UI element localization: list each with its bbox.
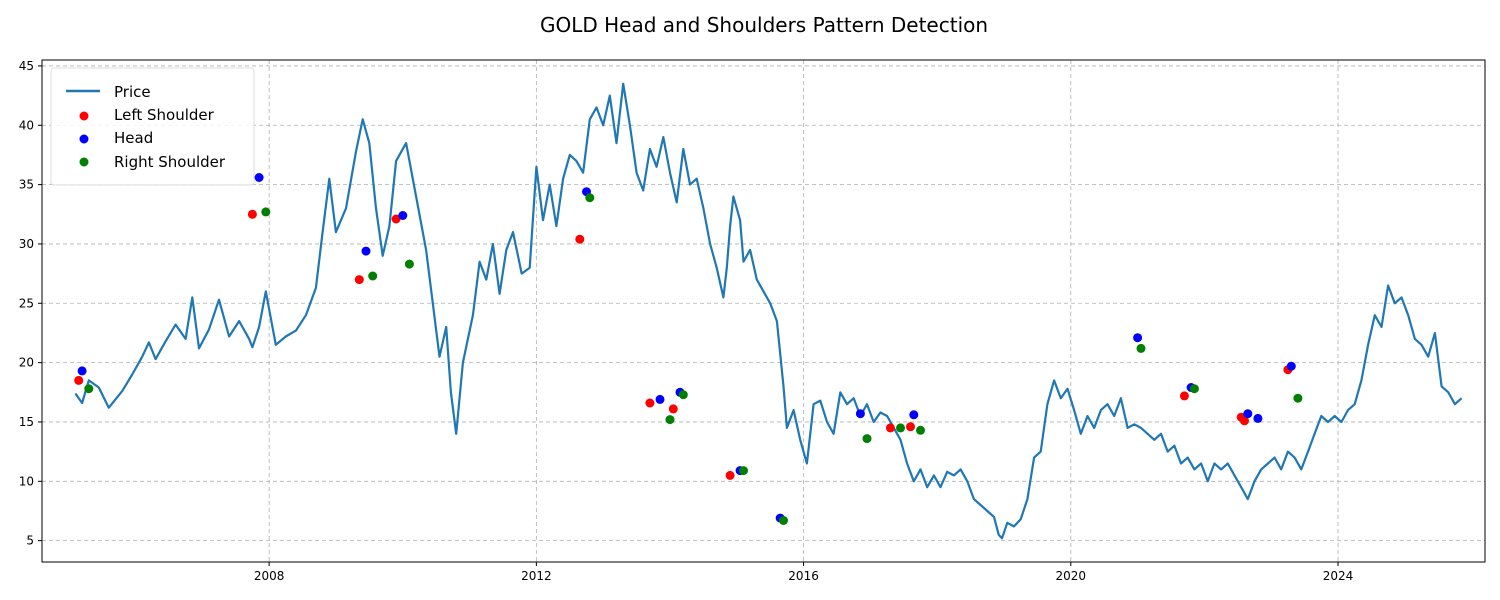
- legend-label-price: Price: [114, 83, 151, 101]
- left-shoulder-point: [885, 423, 895, 433]
- left-shoulder-point: [645, 398, 655, 408]
- legend-marker-head: [79, 134, 89, 144]
- left-shoulder-point: [1179, 391, 1189, 401]
- right-shoulder-point: [896, 423, 905, 433]
- plot-area-frame: [41, 59, 1486, 563]
- right-shoulder-point: [862, 434, 872, 444]
- x-tick-label: 2020: [1056, 569, 1087, 583]
- left-shoulder-point: [354, 275, 364, 285]
- y-tick-label: 10: [19, 474, 34, 488]
- legend-label-right-shoulder: Right Shoulder: [114, 153, 226, 171]
- legend-marker-right-shoulder: [79, 157, 89, 167]
- left-shoulder-point: [247, 209, 257, 219]
- legend-box: [50, 67, 255, 186]
- legend-marker-left-shoulder: [79, 111, 89, 121]
- head-points: [77, 173, 1296, 523]
- y-tick-label: 45: [19, 59, 34, 73]
- head-point: [1253, 413, 1263, 423]
- legend-label-head: Head: [114, 129, 153, 147]
- price-series-line: [74, 82, 1463, 540]
- right-shoulder-points: [84, 193, 1303, 525]
- head-point: [909, 410, 919, 420]
- chart-title: GOLD Head and Shoulders Pattern Detectio…: [540, 13, 988, 37]
- head-point: [655, 394, 665, 404]
- right-shoulder-point: [1136, 343, 1146, 353]
- y-tick-label: 25: [19, 296, 34, 310]
- right-shoulder-point: [404, 259, 414, 269]
- y-tick-label: 20: [19, 356, 34, 370]
- y-tick-label: 30: [19, 237, 34, 251]
- head-point: [855, 409, 865, 419]
- head-point: [254, 173, 264, 182]
- y-axis: 5 10 15 20 25 30 35 40 45: [19, 59, 42, 548]
- x-tick-label: 2008: [254, 569, 285, 583]
- series-layer: [74, 82, 1463, 540]
- head-point: [1133, 333, 1143, 343]
- head-point: [361, 246, 371, 256]
- x-axis: 2008 2012 2016 2020 2024: [254, 562, 1353, 583]
- x-tick-label: 2012: [521, 569, 552, 583]
- y-tick-label: 5: [26, 534, 34, 548]
- right-shoulder-point: [585, 193, 595, 203]
- y-tick-label: 15: [19, 415, 34, 429]
- head-point: [398, 211, 408, 220]
- left-shoulder-point: [391, 214, 401, 224]
- right-shoulder-point: [678, 390, 688, 400]
- head-point: [77, 366, 87, 376]
- left-shoulder-point: [906, 422, 915, 432]
- right-shoulder-point: [665, 415, 675, 425]
- right-shoulder-point: [739, 466, 748, 476]
- right-shoulder-point: [1293, 393, 1303, 403]
- left-shoulder-point: [1240, 416, 1249, 426]
- left-shoulder-points: [74, 209, 1293, 480]
- x-tick-label: 2024: [1323, 569, 1354, 583]
- y-tick-label: 35: [19, 178, 34, 192]
- right-shoulder-point: [368, 271, 378, 281]
- legend: Price Left Shoulder Head Right Shoulder: [50, 67, 255, 186]
- right-shoulder-point: [84, 384, 94, 394]
- legend-label-left-shoulder: Left Shoulder: [114, 106, 215, 124]
- left-shoulder-point: [575, 234, 585, 244]
- right-shoulder-point: [261, 207, 271, 217]
- left-shoulder-point: [668, 404, 678, 414]
- right-shoulder-point: [916, 425, 925, 435]
- grid: [42, 60, 1485, 562]
- head-point: [1243, 409, 1253, 419]
- head-point: [1286, 361, 1296, 371]
- x-tick-label: 2016: [788, 569, 819, 583]
- left-shoulder-point: [74, 375, 84, 385]
- right-shoulder-point: [779, 516, 788, 525]
- y-tick-label: 40: [19, 118, 34, 132]
- left-shoulder-point: [725, 470, 735, 480]
- right-shoulder-point: [1189, 384, 1199, 394]
